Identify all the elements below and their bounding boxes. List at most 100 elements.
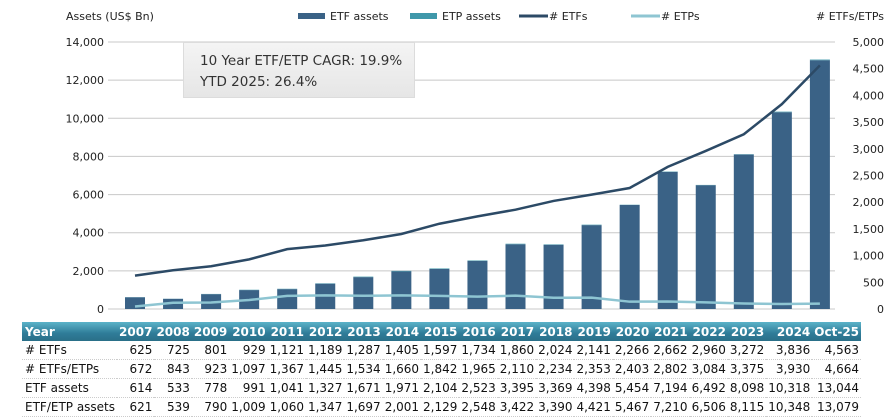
- table-cell: 621: [117, 398, 154, 417]
- table-cell: 1,009: [229, 398, 267, 417]
- table-cell: 1,534: [344, 360, 382, 379]
- row-label: ETF assets: [22, 379, 117, 398]
- etf-assets-bar: [810, 60, 830, 309]
- table-cell: 2017: [498, 322, 536, 341]
- table-cell: 3,084: [690, 360, 728, 379]
- table-cell: 2010: [229, 322, 267, 341]
- table-cell: 2014: [383, 322, 421, 341]
- table-cell: 8,115: [728, 398, 766, 417]
- ytd-text: YTD 2025: 26.4%: [200, 72, 414, 93]
- table-cell: 10,318: [766, 379, 812, 398]
- table-cell: 2,266: [613, 341, 651, 360]
- table-cell: 672: [117, 360, 154, 379]
- table-cell: 3,395: [498, 379, 536, 398]
- legend-label: # ETFs: [549, 10, 588, 23]
- table-cell: 3,272: [728, 341, 766, 360]
- table-cell: 1,971: [383, 379, 421, 398]
- table-cell: 801: [192, 341, 229, 360]
- etf-assets-bar: [391, 271, 411, 309]
- table-cell: Oct-25: [812, 322, 861, 341]
- table-cell: 1,697: [344, 398, 382, 417]
- table-cell: 13,079: [812, 398, 861, 417]
- table-cell: 1,660: [383, 360, 421, 379]
- table-cell: 6,506: [690, 398, 728, 417]
- table-cell: 991: [229, 379, 267, 398]
- table-cell: 2007: [117, 322, 154, 341]
- table-cell: 3,836: [766, 341, 812, 360]
- etf-assets-bar: [277, 289, 297, 309]
- table-cell: 7,210: [651, 398, 689, 417]
- table-cell: 2,662: [651, 341, 689, 360]
- etf-assets-bar: [772, 112, 792, 309]
- table-cell: 1,842: [421, 360, 459, 379]
- row-label: # ETFs/ETPs: [22, 360, 117, 379]
- etf-assets-bar: [544, 245, 564, 309]
- table-cell: 1,347: [306, 398, 344, 417]
- table-cell: 923: [192, 360, 229, 379]
- table-cell: 3,930: [766, 360, 812, 379]
- etf-assets-bar: [582, 225, 602, 309]
- cagr-annotation: 10 Year ETF/ETP CAGR: 19.9% YTD 2025: 26…: [183, 42, 415, 98]
- etf-assets-bar: [620, 205, 640, 309]
- table-cell: 2,110: [498, 360, 536, 379]
- table-cell: 778: [192, 379, 229, 398]
- table-cell: 2,001: [383, 398, 421, 417]
- table-cell: 2023: [728, 322, 766, 341]
- table-cell: 7,194: [651, 379, 689, 398]
- etp-assets-bar: [810, 60, 830, 61]
- row-label: # ETFs: [22, 341, 117, 360]
- left-tick-label: 2,000: [73, 265, 105, 278]
- left-tick-label: 8,000: [73, 150, 105, 163]
- table-cell: 1,445: [306, 360, 344, 379]
- table-cell: 2019: [574, 322, 612, 341]
- table-cell: 533: [154, 379, 191, 398]
- table-cell: 1,041: [268, 379, 306, 398]
- left-tick-label: 10,000: [66, 112, 105, 125]
- table-cell: 2,129: [421, 398, 459, 417]
- table-cell: 1,860: [498, 341, 536, 360]
- row-label: ETF/ETP assets: [22, 398, 117, 417]
- etp-assets-bar: [772, 112, 792, 113]
- right-tick-label: 1,000: [853, 250, 885, 263]
- etf-assets-bar: [353, 277, 373, 309]
- table-cell: 2,548: [459, 398, 497, 417]
- table-cell: 2,234: [536, 360, 574, 379]
- legend-label: # ETPs: [661, 10, 700, 23]
- table-cell: 4,421: [574, 398, 612, 417]
- table-cell: 2022: [690, 322, 728, 341]
- left-tick-label: 14,000: [66, 36, 105, 49]
- right-tick-label: 4,000: [853, 89, 885, 102]
- table-cell: 1,189: [306, 341, 344, 360]
- left-tick-label: 12,000: [66, 74, 105, 87]
- table-cell: 1,121: [268, 341, 306, 360]
- table-cell: 1,965: [459, 360, 497, 379]
- left-tick-label: 0: [97, 303, 104, 316]
- table-cell: 843: [154, 360, 191, 379]
- table-cell: 5,467: [613, 398, 651, 417]
- table-cell: 4,563: [812, 341, 861, 360]
- legend-swatch: [410, 13, 437, 19]
- table-cell: 790: [192, 398, 229, 417]
- table-cell: 2009: [192, 322, 229, 341]
- table-cell: 5,454: [613, 379, 651, 398]
- table-cell: 2018: [536, 322, 574, 341]
- right-tick-label: 2,500: [853, 170, 885, 183]
- etp-assets-bar: [391, 271, 411, 272]
- legend-swatch: [298, 13, 325, 19]
- etf-assets-bar: [429, 269, 449, 309]
- table-cell: 2021: [651, 322, 689, 341]
- etf-assets-bar: [696, 185, 716, 309]
- etp-assets-bar: [506, 244, 526, 245]
- table-cell: 1,734: [459, 341, 497, 360]
- etf-assets-bar: [506, 244, 526, 309]
- table-cell: 3,369: [536, 379, 574, 398]
- cagr-text: 10 Year ETF/ETP CAGR: 19.9%: [200, 51, 414, 72]
- table-cell: 1,097: [229, 360, 267, 379]
- left-axis-label: Assets (US$ Bn): [66, 10, 154, 23]
- table-cell: 2,403: [613, 360, 651, 379]
